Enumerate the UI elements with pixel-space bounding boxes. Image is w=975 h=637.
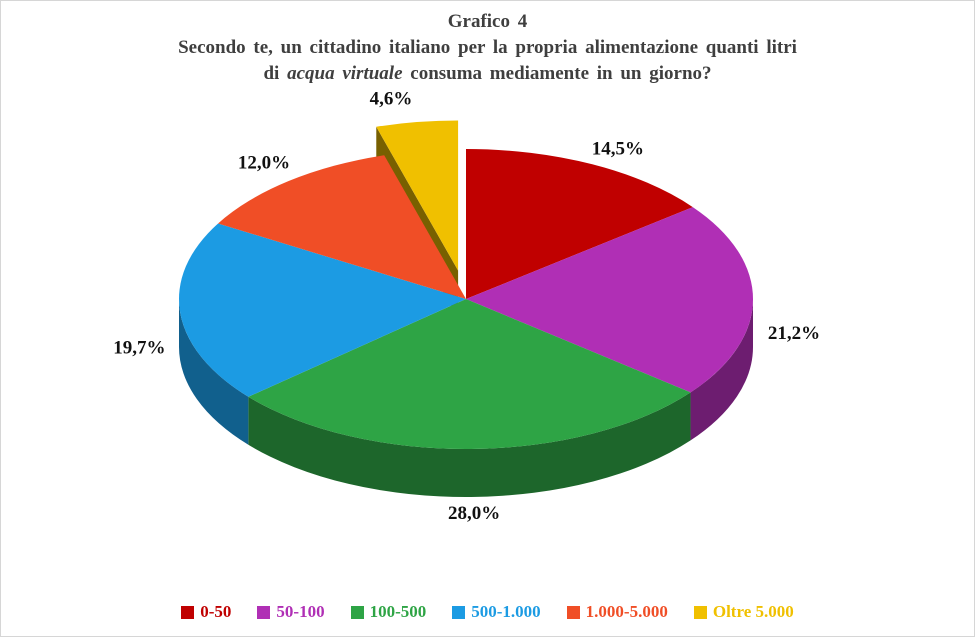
- pie-slice-Oltre-5-000[interactable]: [376, 120, 459, 271]
- legend-swatch-icon: [350, 605, 364, 619]
- pie-percent-label: 4,6%: [370, 89, 413, 110]
- chart-subtitle-line1: Secondo te, un cittadino italiano per la…: [178, 37, 797, 59]
- pie-slice-1-000-5-000[interactable]: [218, 155, 466, 299]
- pie-slice-wall: [248, 392, 691, 497]
- pie-slice-wall: [179, 299, 249, 445]
- pie-slice-500-1-000[interactable]: [178, 223, 467, 397]
- legend-swatch-icon: [257, 605, 271, 619]
- pie-slice-0-50[interactable]: [466, 149, 693, 299]
- pie-percent-label: 19,7%: [113, 337, 165, 358]
- legend-swatch-icon: [566, 605, 580, 619]
- legend-label: 1.000-5.000: [585, 602, 668, 621]
- legend-swatch-icon: [452, 605, 466, 619]
- chart-title-block: Grafico 4 Secondo te, un cittadino itali…: [1, 9, 974, 88]
- legend-label: 500-1.000: [471, 602, 541, 621]
- legend-item-50-100[interactable]: 50-100: [257, 602, 325, 622]
- legend-item-500-1-000[interactable]: 500-1.000: [452, 602, 541, 622]
- legend-label: 100-500: [369, 602, 427, 621]
- pie-percent-label: 12,0%: [238, 153, 290, 174]
- subtitle-prefix: di: [263, 63, 288, 85]
- legend-item-0-50[interactable]: 0-50: [181, 602, 231, 622]
- pie-percent-label: 28,0%: [448, 503, 500, 524]
- pie-slice-wall: [690, 299, 753, 441]
- pie-slice-100-500[interactable]: [248, 299, 691, 449]
- legend-label: Oltre 5.000: [712, 602, 794, 621]
- subtitle-suffix: consuma mediamente in un giorno?: [402, 63, 712, 85]
- legend-label: 0-50: [200, 602, 232, 621]
- chart-title: Grafico 4: [447, 11, 528, 32]
- chart-subtitle-line2: di acqua virtuale consuma mediamente in …: [1, 61, 974, 87]
- legend-swatch-icon: [181, 605, 195, 619]
- legend-item-1-000-5-000[interactable]: 1.000-5.000: [566, 602, 668, 622]
- legend-item-Oltre-5-000[interactable]: Oltre 5.000: [693, 602, 794, 622]
- legend-item-100-500[interactable]: 100-500: [350, 602, 427, 622]
- pie-percent-label: 21,2%: [768, 323, 820, 344]
- chart-legend: 0-50 50-100 100-500 500-1.000 1.000-5.000 Olt…: [1, 602, 974, 622]
- legend-label: 50-100: [276, 602, 325, 621]
- pie-slice-50-100[interactable]: [466, 207, 753, 393]
- legend-swatch-icon: [693, 605, 707, 619]
- subtitle-italic: acqua virtuale: [287, 63, 403, 85]
- pie-percent-label: 14,5%: [592, 138, 644, 159]
